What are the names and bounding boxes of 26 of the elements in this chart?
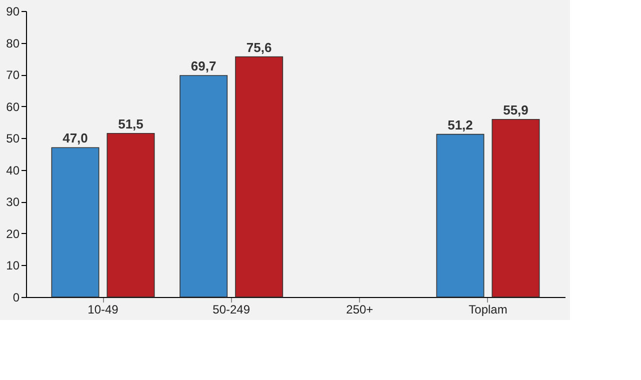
bar [106,132,155,298]
bar [492,118,540,298]
data-label: 55,9 [503,102,528,118]
y-tick-label: 60 [6,100,20,114]
bar [180,75,228,298]
y-tick-label: 20 [6,226,20,241]
x-tick-label: 50-249 [212,302,250,316]
x-tick-label: 250+ [346,302,374,316]
data-label: 51,2 [448,117,473,132]
y-tick-label: 70 [6,68,20,82]
data-label: 51,5 [118,116,144,132]
x-tick-label: 10-49 [88,302,119,316]
y-tick-label: 30 [6,195,20,210]
y-tick-label: 90 [6,4,20,18]
data-label: 75,6 [246,40,272,55]
x-tick-label: Toplam [468,302,508,316]
bar [235,56,284,298]
y-tick-label: 80 [6,36,20,50]
bar [436,134,484,298]
bar [51,147,100,298]
data-label: 69,7 [190,58,216,74]
y-tick-label: 50 [6,132,20,146]
y-tick-label: 10 [6,258,20,273]
data-label: 47,0 [62,130,88,146]
y-tick-label: 0 [12,290,20,304]
y-tick-label: 40 [6,163,20,178]
